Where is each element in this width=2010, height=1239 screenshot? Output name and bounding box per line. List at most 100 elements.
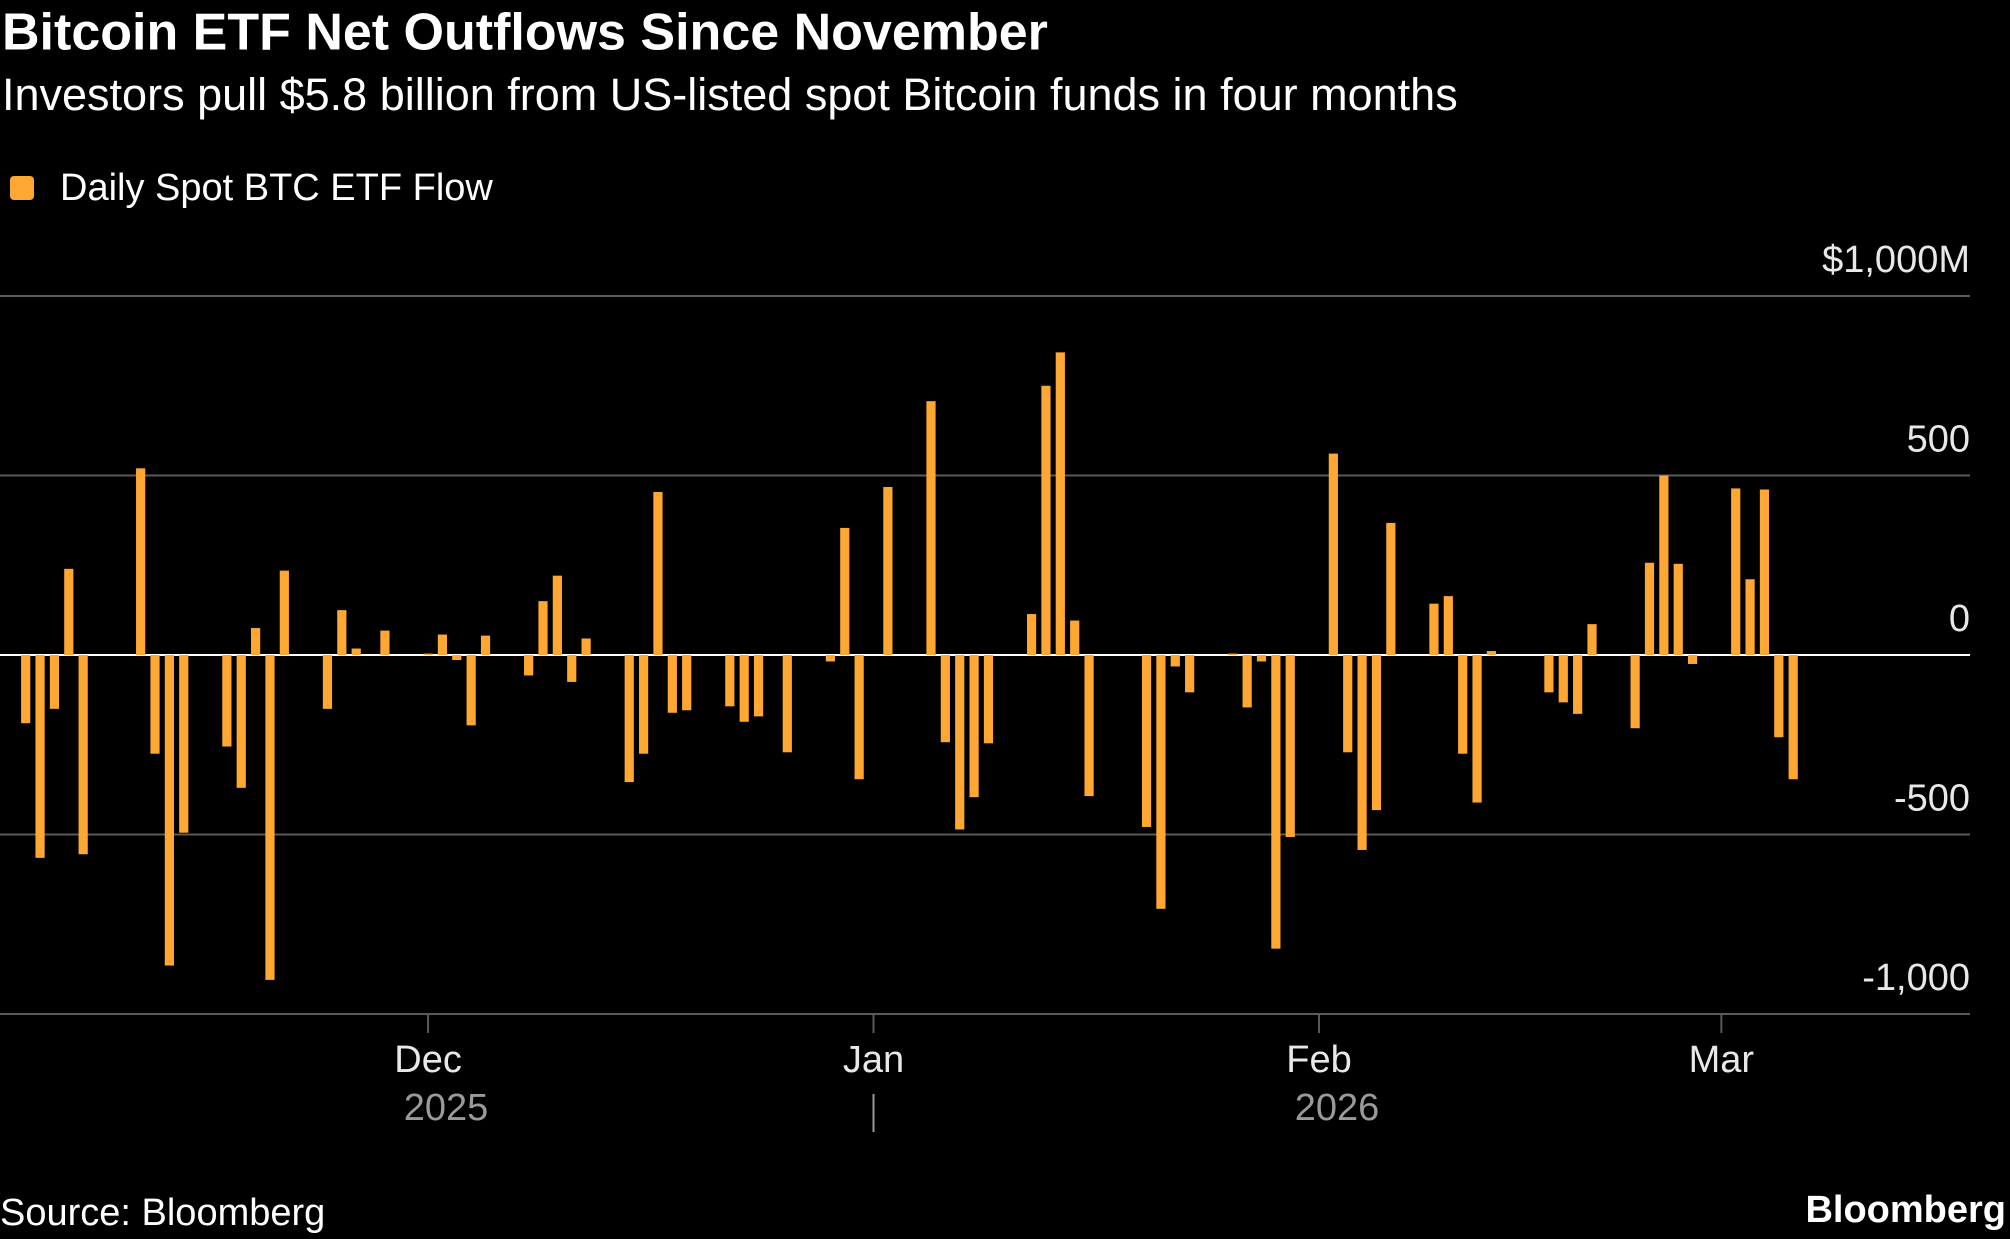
x-tick-label: Mar	[1689, 1039, 1755, 1081]
bar	[854, 655, 864, 780]
bar	[969, 655, 979, 798]
bar	[624, 655, 634, 783]
bar	[1458, 655, 1468, 754]
bar	[466, 655, 476, 726]
bar	[940, 655, 950, 743]
bar	[35, 655, 45, 858]
bar	[1731, 488, 1741, 655]
bar	[452, 655, 462, 661]
bar	[1156, 655, 1166, 909]
bar	[1242, 655, 1252, 708]
bar	[1271, 655, 1281, 949]
bar	[653, 492, 663, 655]
y-tick-label: 500	[1907, 419, 1970, 461]
bar	[222, 655, 232, 747]
bar	[1788, 655, 1798, 780]
bar	[251, 628, 261, 655]
bar	[1745, 579, 1755, 655]
bar	[955, 655, 965, 830]
bar	[337, 610, 347, 655]
bar	[150, 655, 160, 754]
bar	[782, 655, 792, 753]
bar	[1285, 655, 1295, 838]
brand: Bloomberg	[1805, 1189, 2006, 1231]
bar	[1558, 655, 1568, 703]
bar	[1026, 614, 1037, 655]
bar	[682, 655, 692, 711]
bar	[1759, 489, 1770, 655]
bar	[1070, 620, 1080, 655]
bar	[840, 527, 850, 655]
x-tick-label: Dec	[394, 1039, 462, 1081]
bar	[1774, 655, 1784, 738]
bar	[21, 655, 31, 724]
bar	[1084, 655, 1094, 797]
bar	[926, 401, 936, 655]
bar	[1185, 655, 1195, 693]
legend-swatch	[10, 176, 34, 200]
bar	[1055, 352, 1065, 655]
bar	[351, 648, 361, 655]
bar	[136, 468, 146, 655]
bar	[380, 630, 390, 655]
bar	[49, 655, 60, 709]
y-tick-label: 0	[1949, 598, 1970, 640]
bar	[78, 655, 88, 855]
bar	[983, 655, 994, 744]
x-year-label: 2025	[404, 1087, 489, 1129]
bar	[667, 655, 677, 713]
bar	[552, 575, 562, 655]
bar	[236, 655, 246, 788]
bar	[265, 655, 275, 980]
bar	[1443, 596, 1453, 655]
bar	[1429, 603, 1439, 655]
bar	[753, 655, 764, 717]
bar	[725, 655, 735, 707]
chart-subtitle: Investors pull $5.8 billion from US-list…	[2, 69, 1458, 120]
bar	[437, 634, 448, 655]
bar	[1228, 653, 1238, 655]
bar	[179, 655, 189, 833]
bar	[1141, 655, 1152, 827]
bar	[423, 653, 433, 655]
bar	[1659, 475, 1669, 655]
bar	[1371, 655, 1382, 811]
x-tick-label: Jan	[843, 1039, 904, 1081]
y-tick-label: $1,000M	[1822, 239, 1970, 281]
bar	[1357, 655, 1367, 850]
bar	[1573, 655, 1583, 714]
y-tick-label: -1,000	[1862, 957, 1970, 999]
bar	[883, 486, 893, 655]
bar	[1688, 655, 1698, 664]
bar	[1673, 563, 1683, 655]
bar	[279, 570, 289, 655]
bar	[480, 635, 491, 655]
bar	[825, 655, 836, 662]
bar	[538, 601, 548, 655]
bar	[1256, 655, 1267, 662]
bar	[1486, 651, 1497, 655]
bar	[524, 655, 534, 676]
legend-label: Daily Spot BTC ETF Flow	[60, 167, 493, 209]
chart-title: Bitcoin ETF Net Outflows Since November	[2, 4, 1048, 62]
bar	[1544, 655, 1554, 693]
source: Source: Bloomberg	[0, 1192, 325, 1234]
bar	[638, 655, 649, 754]
bar	[1587, 624, 1597, 655]
bar	[1170, 655, 1180, 667]
bar	[1343, 655, 1353, 753]
bar	[64, 568, 74, 655]
bar	[581, 638, 591, 655]
bar	[1386, 522, 1396, 655]
bar	[164, 655, 174, 966]
bar	[1630, 655, 1640, 729]
bar	[1041, 385, 1051, 655]
x-tick-label: Feb	[1286, 1039, 1351, 1081]
x-year-label: 2026	[1295, 1087, 1380, 1129]
bar	[567, 655, 577, 682]
y-tick-label: -500	[1894, 778, 1970, 820]
bar	[322, 655, 333, 709]
bar	[1644, 562, 1655, 655]
bar	[739, 655, 749, 722]
